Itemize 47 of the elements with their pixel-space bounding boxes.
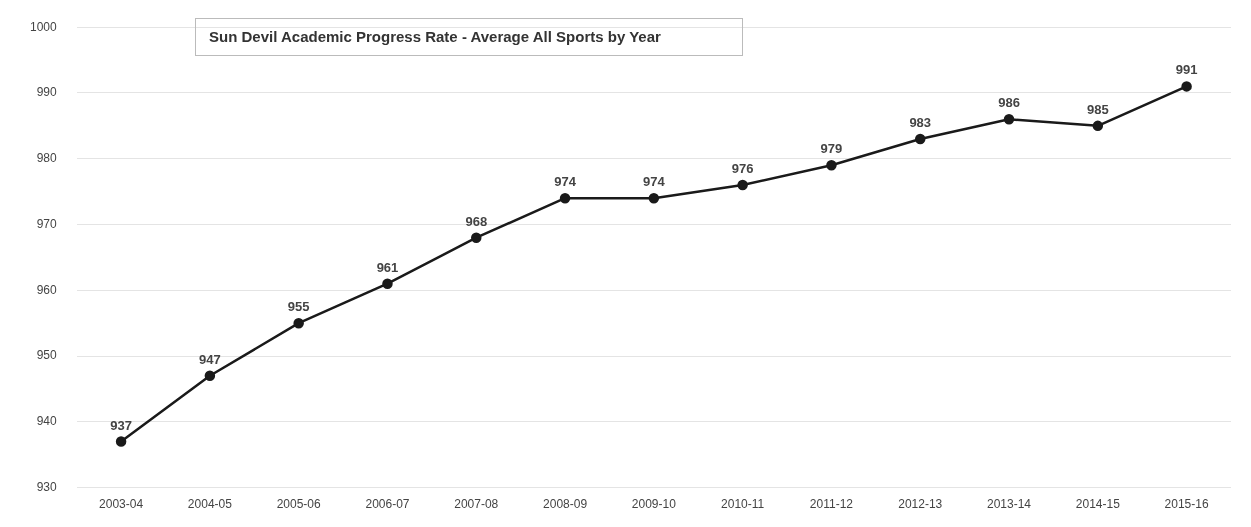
x-tick-label: 2010-11	[721, 497, 765, 512]
data-label: 961	[376, 259, 399, 275]
point	[293, 317, 304, 329]
y-tick-label: 1000	[29, 19, 58, 34]
x-tick-label: 2004-05	[187, 497, 233, 512]
point	[559, 192, 571, 204]
point	[115, 436, 127, 447]
x-tick-label: 2005-06	[276, 497, 322, 512]
data-label: 991	[1175, 62, 1198, 78]
data-label: 937	[110, 417, 132, 433]
x-tick-label: 2009-10	[631, 497, 677, 512]
y-tick-label: 960	[36, 282, 58, 297]
x-tick-label: 2015-16	[1164, 497, 1209, 512]
y-tick-label: 950	[36, 348, 58, 363]
x-tick-label: 2006-07	[365, 497, 410, 512]
x-tick-label: 2012-13	[898, 497, 943, 512]
data-label: 979	[820, 141, 843, 157]
x-tick-label: 2013-14	[986, 497, 1032, 512]
data-label: 986	[998, 95, 1020, 111]
x-tick-label: 2003-04	[99, 497, 144, 512]
y-tick-label: 970	[36, 216, 58, 231]
data-label: 976	[731, 161, 754, 177]
point	[382, 278, 393, 289]
y-tick-label: 990	[36, 85, 58, 100]
point	[648, 192, 660, 204]
y-tick-label: 980	[36, 151, 58, 166]
point	[914, 133, 926, 145]
point	[826, 160, 837, 171]
data-label: 955	[287, 299, 310, 315]
y-tick-label: 940	[36, 414, 58, 429]
x-tick-label: 2014-15	[1075, 497, 1121, 512]
x-tick-label: 2007-08	[454, 497, 499, 512]
data-label: 974	[643, 174, 666, 190]
data-label: 985	[1086, 101, 1109, 117]
x-tick-label: 2008-09	[543, 497, 588, 512]
data-label: 947	[199, 351, 221, 367]
point	[471, 232, 482, 243]
data-label: 968	[465, 213, 488, 229]
x-tick-label: 2011-12	[809, 497, 854, 512]
data-label: 983	[909, 115, 932, 131]
data-label: 974	[554, 174, 577, 190]
point	[1003, 114, 1015, 125]
point	[1092, 120, 1104, 132]
point	[737, 179, 748, 191]
point	[204, 370, 216, 382]
point	[1181, 81, 1192, 92]
y-tick-label: 930	[36, 479, 58, 494]
